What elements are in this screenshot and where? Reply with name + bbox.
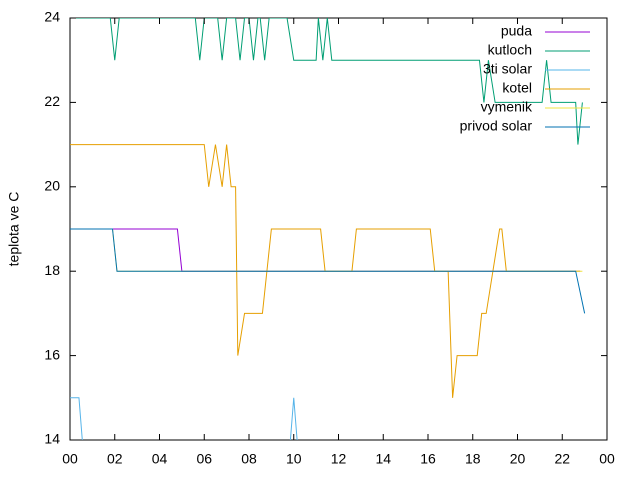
- x-tick-label: 18: [465, 451, 481, 467]
- plot-lines: [70, 18, 586, 440]
- x-tick-label: 12: [331, 451, 347, 467]
- legend-label: vymenik: [481, 99, 533, 115]
- x-tick-label: 14: [375, 451, 391, 467]
- x-tick-label: 02: [107, 451, 123, 467]
- x-tick-label: 00: [599, 451, 615, 467]
- x-tick-label: 20: [510, 451, 526, 467]
- y-tick-label: 22: [44, 93, 60, 109]
- x-tick-label: 22: [554, 451, 570, 467]
- series-line: [70, 228, 586, 314]
- y-tick-label: 14: [44, 431, 60, 447]
- y-tick-label: 18: [44, 262, 60, 278]
- y-tick-label: 16: [44, 346, 60, 362]
- x-tick-label: 04: [152, 451, 168, 467]
- y-tick-label: 20: [44, 178, 60, 194]
- y-axis-label: teplota ve C: [6, 192, 22, 267]
- x-tick-label: 10: [286, 451, 302, 467]
- x-tick-label: 08: [241, 451, 257, 467]
- x-tick-label: 00: [62, 451, 78, 467]
- legend-label: kutloch: [488, 42, 532, 58]
- legend-label: puda: [501, 23, 532, 39]
- legend-label: privod solar: [460, 118, 533, 134]
- series-line: [70, 18, 583, 145]
- legend-label: kotel: [502, 80, 532, 96]
- y-tick-label: 24: [44, 9, 60, 25]
- x-tick-label: 06: [196, 451, 212, 467]
- series-line: [70, 397, 298, 440]
- legend-label: 3ti solar: [483, 61, 532, 77]
- x-tick-label: 16: [420, 451, 436, 467]
